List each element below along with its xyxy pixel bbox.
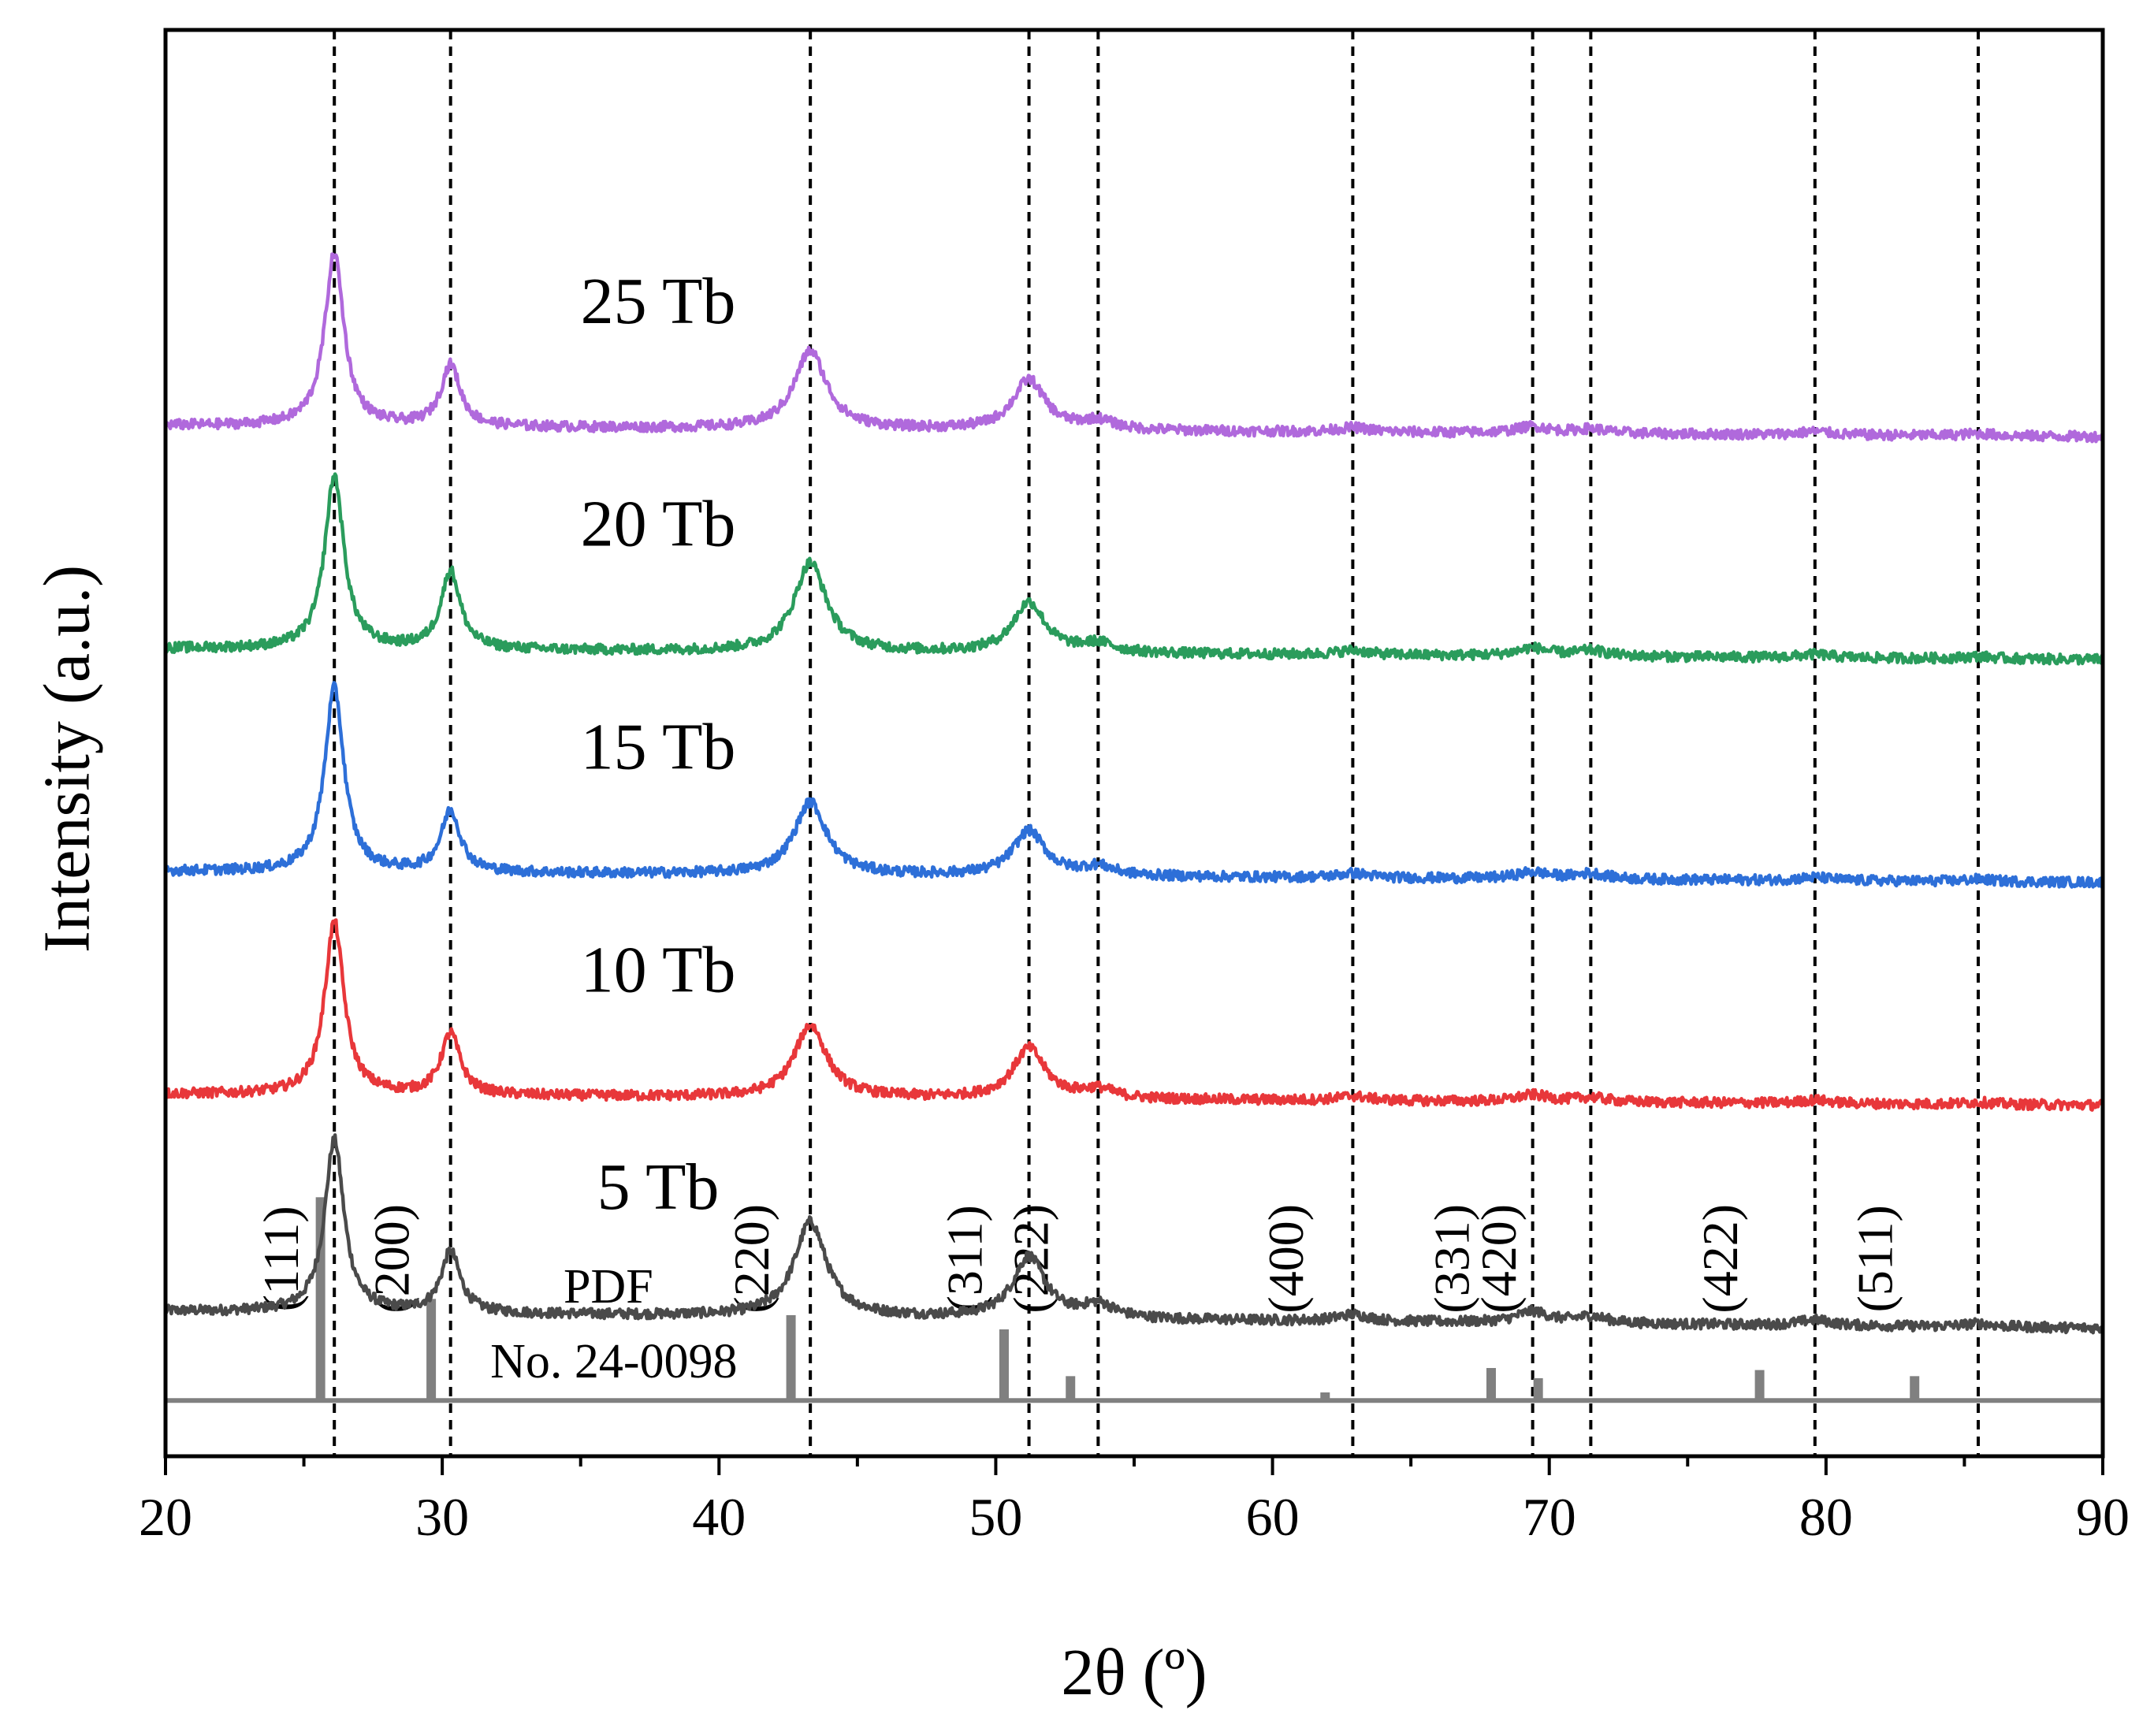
series-label-10-tb: 10 Tb (581, 933, 736, 1006)
x-tick-label: 90 (2076, 1487, 2130, 1547)
series-label-15-tb: 15 Tb (581, 711, 736, 784)
hkl-label: (420) (1471, 1204, 1527, 1314)
series-line-5-tb (163, 1133, 2105, 1335)
peak-reference-lines (333, 30, 1980, 1456)
pdf-stick (999, 1329, 1009, 1401)
series-line-10-tb (164, 918, 2105, 1112)
series-line-15-tb (163, 681, 2105, 889)
pdf-stick (426, 1299, 437, 1401)
x-axis-title: 2θ (º) (1061, 1636, 1207, 1709)
x-tick-label: 50 (969, 1487, 1022, 1547)
pdf-label-line1: PDF (564, 1260, 653, 1314)
plot-frame (163, 28, 2105, 1459)
x-tick-label: 20 (139, 1487, 192, 1547)
series-label-5-tb: 5 Tb (597, 1151, 720, 1224)
x-tick-label: 40 (692, 1487, 746, 1547)
series-labels: 5 Tb 10 Tb 15 Tb 20 Tb 25 Tb (581, 265, 736, 1224)
pdf-stick (1066, 1376, 1076, 1401)
series-label-20-tb: 20 Tb (581, 488, 736, 561)
x-tick-label: 80 (1799, 1487, 1853, 1547)
x-axis-ticks: 20 30 40 50 60 70 80 90 (139, 1456, 2130, 1547)
x-tick-label: 30 (415, 1487, 469, 1547)
pdf-reference-pattern: (111) (200) (220) (311) (222) (400) (331)(420)… (166, 1197, 2103, 1403)
pdf-stick (1533, 1377, 1543, 1401)
x-tick-label: 60 (1246, 1487, 1300, 1547)
pdf-stick (1910, 1376, 1920, 1401)
series-line-20-tb (163, 472, 2104, 666)
hkl-label: (422) (1692, 1204, 1748, 1314)
x-tick-label: 70 (1523, 1487, 1576, 1547)
series-line-25-tb (164, 252, 2104, 444)
pdf-stick (1486, 1368, 1496, 1401)
xrd-series (163, 252, 2105, 1335)
pdf-stick (1754, 1370, 1765, 1401)
hkl-label: (331) (1423, 1204, 1479, 1314)
y-axis-title: Intensity (a.u.) (31, 565, 104, 953)
hkl-label: (400) (1258, 1204, 1314, 1314)
series-label-25-tb: 25 Tb (581, 265, 736, 338)
pdf-stick (1320, 1392, 1330, 1401)
pdf-label-line2: No. 24-0098 (490, 1335, 737, 1388)
hkl-label: (511) (1847, 1205, 1903, 1312)
pdf-stick (786, 1314, 796, 1401)
hkl-label: (311) (936, 1205, 992, 1312)
